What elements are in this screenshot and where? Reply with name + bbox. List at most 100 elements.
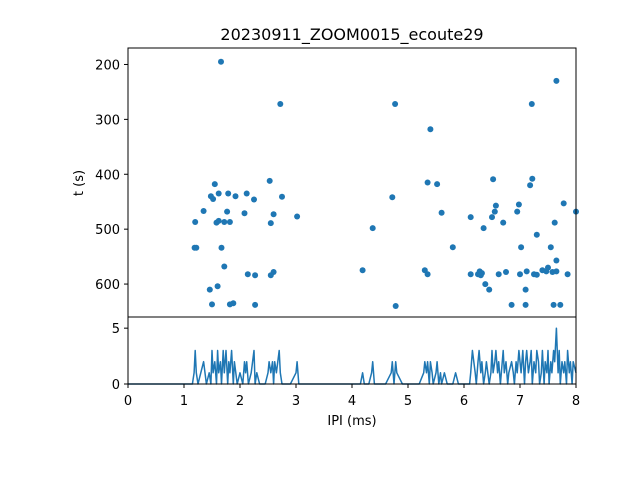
scatter-point	[244, 271, 251, 278]
scatter-point	[528, 101, 535, 107]
scatter-point	[389, 194, 396, 201]
scatter-point	[503, 269, 509, 275]
chart-title: 20230911_ZOOM0015_ecoute29	[220, 25, 483, 45]
scatter-point	[467, 214, 474, 221]
scatter-point	[266, 177, 273, 184]
scatter-point	[210, 196, 217, 202]
scatter-point	[427, 126, 434, 133]
scatter-point	[270, 211, 277, 218]
scatter-point	[482, 281, 489, 288]
scatter-point	[557, 301, 564, 308]
scatter-point	[392, 303, 399, 309]
bottom-x-axis: 0 1 2 3 4 5 6 7 8	[124, 384, 580, 409]
scatter-point	[214, 283, 221, 290]
scatter-point	[553, 268, 560, 275]
scatter-point	[221, 263, 228, 270]
bottom-x-axis-label: IPI (ms)	[327, 414, 376, 429]
top-y-axis: 200 300 400 500 600	[95, 58, 128, 293]
scatter-point	[251, 196, 257, 203]
bottom-y-tick-label: 0	[112, 378, 120, 393]
scatter-point	[359, 267, 366, 274]
scatter-point	[500, 219, 507, 226]
scatter-point	[424, 179, 431, 186]
bottom-x-tick-label: 2	[236, 394, 244, 409]
scatter-point	[192, 219, 199, 225]
scatter-point	[522, 301, 529, 308]
scatter-point	[553, 257, 560, 264]
scatter-point	[508, 301, 515, 308]
scatter-point	[267, 220, 274, 227]
scatter-point	[434, 181, 441, 188]
scatter-point	[533, 271, 540, 278]
scatter-point	[218, 58, 224, 65]
scatter-point	[527, 182, 534, 189]
scatter-point	[369, 225, 376, 232]
bottom-x-tick-label: 4	[348, 394, 356, 409]
scatter-point	[523, 268, 530, 275]
scatter-point	[560, 200, 567, 207]
scatter-point	[252, 272, 259, 279]
top-y-tick-label: 300	[95, 113, 120, 128]
scatter-point	[424, 271, 431, 278]
scatter-point	[522, 286, 529, 293]
scatter-point	[449, 244, 456, 251]
scatter-point	[490, 176, 497, 183]
scatter-point	[529, 175, 536, 182]
scatter-point	[221, 219, 228, 225]
scatter-point	[206, 286, 213, 293]
scatter-point	[209, 301, 215, 308]
scatter-point	[193, 244, 200, 251]
top-y-tick-label: 200	[95, 58, 120, 73]
top-y-tick-label: 500	[95, 223, 120, 238]
scatter-point	[225, 190, 232, 197]
scatter-point	[492, 202, 499, 209]
scatter-points	[191, 58, 579, 309]
histogram-line-plot: 0 5 0 1 2 3 4 5 6 7 8 IPI (ms)	[112, 316, 580, 429]
bottom-x-tick-label: 1	[180, 394, 188, 409]
scatter-point	[491, 208, 498, 215]
scatter-point	[243, 190, 250, 197]
scatter-point	[392, 101, 399, 107]
bottom-y-tick-label: 5	[112, 322, 120, 337]
scatter-point	[252, 301, 259, 308]
scatter-point	[294, 213, 301, 220]
bottom-x-tick-label: 0	[124, 394, 132, 409]
scatter-point	[467, 271, 474, 278]
scatter-point	[553, 77, 560, 84]
bottom-x-tick-label: 8	[572, 394, 580, 409]
bottom-x-tick-label: 5	[404, 394, 412, 409]
scatter-point	[230, 300, 237, 307]
top-y-axis-label: t (s)	[72, 170, 87, 196]
scatter-point	[224, 208, 231, 215]
scatter-point	[551, 219, 558, 226]
scatter-point	[533, 231, 540, 238]
scatter-point	[438, 209, 445, 216]
scatter-point	[489, 214, 495, 221]
scatter-point	[232, 193, 239, 200]
top-y-tick-label: 400	[95, 168, 120, 183]
scatter-point	[495, 271, 502, 278]
bottom-x-tick-label: 3	[292, 394, 300, 409]
scatter-point	[550, 301, 557, 308]
scatter-point	[517, 271, 523, 278]
scatter-point	[277, 101, 284, 107]
scatter-point	[226, 219, 233, 225]
scatter-point	[480, 225, 487, 232]
bottom-x-tick-label: 6	[460, 394, 468, 409]
scatter-point	[545, 264, 551, 271]
scatter-point	[200, 208, 207, 214]
scatter-point	[518, 244, 525, 251]
scatter-point	[218, 244, 225, 251]
scatter-point	[241, 210, 248, 217]
bottom-x-tick-label: 7	[516, 394, 524, 409]
scatter-point	[267, 272, 274, 279]
bottom-axes-frame	[127, 316, 577, 385]
scatter-plot: 200 300 400 500 600 t (s)	[72, 47, 579, 318]
scatter-point	[279, 193, 285, 200]
scatter-point	[211, 181, 218, 188]
scatter-point	[547, 244, 554, 251]
scatter-point	[515, 201, 522, 208]
scatter-point	[564, 271, 571, 278]
